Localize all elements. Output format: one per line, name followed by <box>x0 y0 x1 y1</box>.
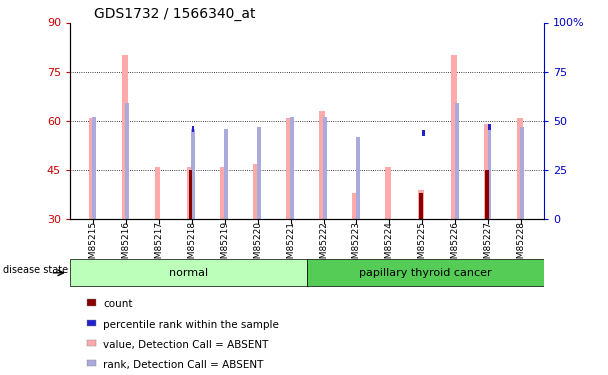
Text: rank, Detection Call = ABSENT: rank, Detection Call = ABSENT <box>103 360 263 370</box>
Bar <box>488 127 491 219</box>
Bar <box>319 111 325 219</box>
Bar <box>418 190 424 219</box>
Text: GSM85222: GSM85222 <box>319 221 328 270</box>
Text: value, Detection Call = ABSENT: value, Detection Call = ABSENT <box>103 340 268 350</box>
FancyBboxPatch shape <box>307 260 544 286</box>
Bar <box>89 118 95 219</box>
Text: GSM85221: GSM85221 <box>286 221 295 270</box>
Text: GSM85227: GSM85227 <box>484 221 492 270</box>
Bar <box>520 127 525 219</box>
Bar <box>224 129 228 219</box>
Bar <box>286 118 292 219</box>
Text: GSM85220: GSM85220 <box>253 221 262 270</box>
Bar <box>455 103 458 219</box>
Text: GDS1732 / 1566340_at: GDS1732 / 1566340_at <box>94 8 255 21</box>
Text: normal: normal <box>169 268 208 278</box>
Bar <box>189 170 192 219</box>
Text: GSM85218: GSM85218 <box>187 221 196 270</box>
Bar <box>485 170 488 219</box>
Bar <box>257 127 261 219</box>
FancyBboxPatch shape <box>70 260 307 286</box>
Bar <box>488 124 491 130</box>
Bar <box>192 126 195 132</box>
Text: GSM85216: GSM85216 <box>122 221 130 270</box>
Bar <box>356 137 360 219</box>
Bar <box>87 340 96 346</box>
Bar <box>290 117 294 219</box>
Bar <box>187 167 193 219</box>
Text: percentile rank within the sample: percentile rank within the sample <box>103 320 279 330</box>
Bar <box>423 130 425 136</box>
Bar <box>352 193 358 219</box>
Bar <box>122 56 128 219</box>
Bar <box>87 320 96 326</box>
Bar <box>323 117 327 219</box>
Text: GSM85228: GSM85228 <box>517 221 525 270</box>
Bar <box>517 118 523 219</box>
Text: count: count <box>103 300 133 309</box>
Bar <box>451 56 457 219</box>
Bar <box>191 129 195 219</box>
Text: GSM85224: GSM85224 <box>385 221 394 270</box>
Text: GSM85217: GSM85217 <box>154 221 164 270</box>
Bar <box>221 167 226 219</box>
Bar <box>254 164 259 219</box>
Bar <box>484 124 490 219</box>
Bar <box>87 299 96 306</box>
Text: disease state: disease state <box>4 265 69 275</box>
Bar <box>154 167 161 219</box>
Bar <box>87 360 96 366</box>
Text: GSM85219: GSM85219 <box>220 221 229 270</box>
Text: GSM85226: GSM85226 <box>451 221 460 270</box>
Bar <box>92 117 96 219</box>
Text: GSM85223: GSM85223 <box>352 221 361 270</box>
Text: GSM85215: GSM85215 <box>89 221 97 270</box>
Text: papillary thyroid cancer: papillary thyroid cancer <box>359 268 492 278</box>
Bar <box>420 193 423 219</box>
Bar <box>125 103 129 219</box>
Text: GSM85225: GSM85225 <box>418 221 427 270</box>
Bar <box>385 167 391 219</box>
